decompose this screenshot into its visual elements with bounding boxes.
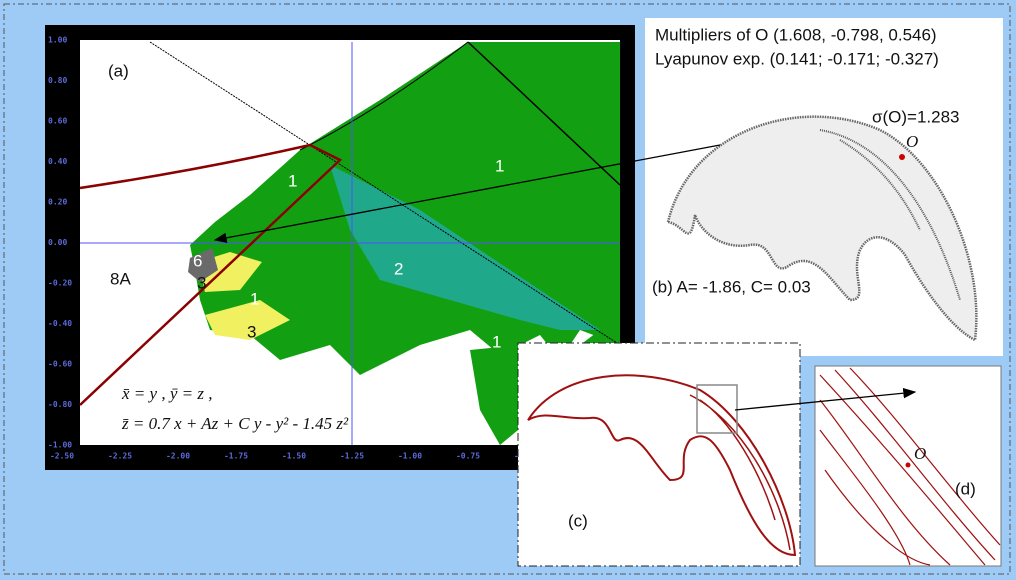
y-tick-label: -1.00 xyxy=(48,441,72,450)
region-label: 3 xyxy=(197,273,206,292)
region-3b xyxy=(205,300,290,340)
attractor-strands xyxy=(819,367,1001,566)
region-label: 1 xyxy=(492,332,501,351)
region-6 xyxy=(188,248,218,282)
region-label: 6 xyxy=(193,251,202,270)
boundary-curve xyxy=(299,41,469,151)
arrow xyxy=(213,144,721,243)
arrow xyxy=(734,387,917,411)
region-label: 1 xyxy=(288,171,297,190)
attractor xyxy=(666,115,978,342)
sigma: σ(O)=1.283 xyxy=(872,107,960,126)
panel-label: (d) xyxy=(955,479,976,498)
region-label: 1 xyxy=(250,289,259,308)
y-tick-label: -0.20 xyxy=(48,279,72,288)
x-tick-label: -1.00 xyxy=(398,452,422,461)
panel-box xyxy=(517,342,801,567)
frame xyxy=(3,3,1011,575)
x-tick-label: -1.50 xyxy=(282,452,306,461)
point-label: O xyxy=(906,132,918,151)
x-tick-label: -2.25 xyxy=(108,452,132,461)
multipliers: Multipliers of O (1.608, -0.798, 0.546) xyxy=(655,25,937,44)
equation: x̄ = y , ȳ = z , xyxy=(121,384,212,403)
x-tick-label: -1.75 xyxy=(224,452,248,461)
y-tick-label: -0.60 xyxy=(48,360,72,369)
x-tick-label: -1.25 xyxy=(340,452,364,461)
curve xyxy=(79,143,343,406)
region-label: 8A xyxy=(110,269,131,288)
attractor-detail xyxy=(689,394,791,551)
y-tick-label: 1.00 xyxy=(48,36,67,45)
fixed-point xyxy=(899,154,905,160)
x-tick-label: -0.75 xyxy=(456,452,480,461)
caption: (b) A= -1.86, C= 0.03 xyxy=(652,277,811,296)
y-tick-label: 0.20 xyxy=(48,198,67,207)
y-tick-label: -0.80 xyxy=(48,400,72,409)
region-label: 2 xyxy=(394,259,403,278)
panel-b: Multipliers of O (1.608, -0.798, 0.546) … xyxy=(645,18,1003,356)
y-tick-label: -0.40 xyxy=(48,319,72,328)
lyapunov: Lyapunov exp. (0.141; -0.171; -0.327) xyxy=(655,49,939,68)
point-label: O xyxy=(914,444,926,463)
y-tick-label: 0.00 xyxy=(48,238,67,247)
equation: z̄ = 0.7 x + Az + C y - y² - 1.45 z² xyxy=(121,414,349,433)
y-tick-label: 0.60 xyxy=(48,117,67,126)
panel-d: O (d) xyxy=(814,365,1002,567)
panel-label: (a) xyxy=(108,61,129,80)
zoom-box xyxy=(696,384,738,434)
panel-c: (c) xyxy=(517,342,801,567)
region-label: 3 xyxy=(247,322,256,341)
y-tick-label: 0.80 xyxy=(48,76,67,85)
attractor xyxy=(527,374,797,557)
x-tick-label: -2.00 xyxy=(166,452,190,461)
x-tick-label: -2.50 xyxy=(50,452,74,461)
region-label: 1 xyxy=(495,156,504,175)
fixed-point xyxy=(905,462,911,468)
boundary-line xyxy=(467,41,621,186)
y-tick-label: 0.40 xyxy=(48,157,67,166)
panel-label: (c) xyxy=(568,511,588,530)
attractor-detail xyxy=(819,129,961,301)
diagonal xyxy=(149,41,621,346)
